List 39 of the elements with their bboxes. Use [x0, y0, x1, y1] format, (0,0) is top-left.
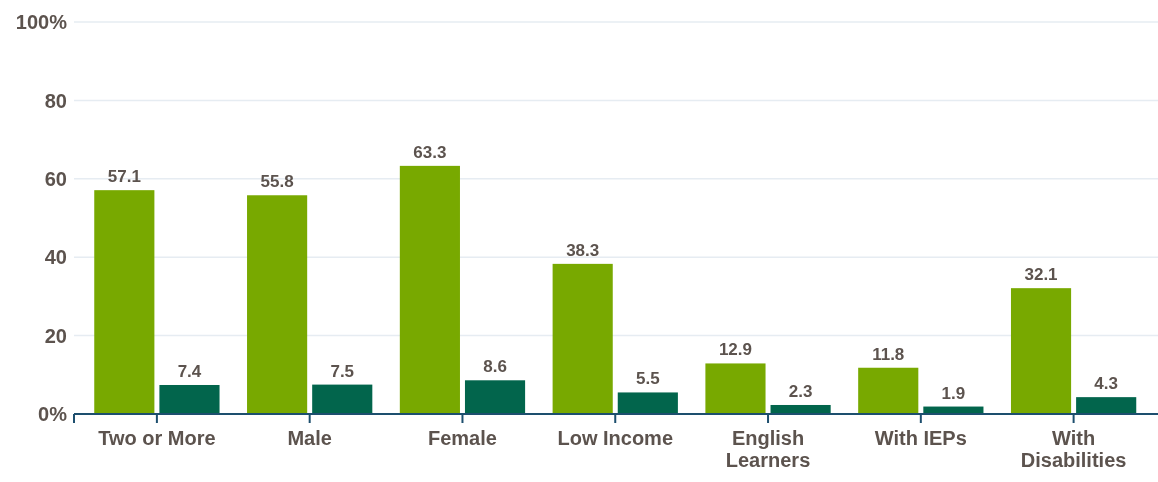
bar: [94, 190, 155, 414]
x-tick-label: With Disabilities: [1020, 427, 1127, 471]
y-tick-label: 60: [44, 168, 67, 190]
y-tick-label: 0%: [38, 403, 68, 426]
data-label: 55.8: [260, 172, 294, 192]
bar: [1010, 288, 1072, 414]
data-label: 7.4: [177, 361, 202, 381]
y-tick-label: 20: [44, 324, 67, 347]
data-label: 38.3: [566, 240, 600, 260]
bar: [312, 384, 373, 414]
x-tick-label: Male: [287, 427, 332, 449]
y-tick-label: 100%: [15, 11, 68, 34]
bar: [552, 263, 613, 414]
bar: [159, 384, 220, 414]
data-label: 5.5: [636, 369, 660, 389]
data-label: 12.9: [718, 340, 753, 360]
data-label: 1.9: [941, 383, 966, 403]
x-tick-label: English Learners: [725, 427, 811, 471]
data-label: 57.1: [107, 167, 141, 187]
bar: [247, 195, 308, 414]
x-tick-label: Two or More: [98, 427, 216, 449]
bar: [464, 380, 526, 414]
bar: [399, 165, 460, 414]
bar: [705, 363, 766, 414]
data-label: 2.3: [788, 381, 813, 401]
x-tick-label: Low Income: [557, 427, 674, 449]
y-tick-label: 80: [44, 89, 67, 112]
bar: [617, 392, 678, 414]
bar: [858, 367, 919, 414]
data-label: 8.6: [483, 357, 507, 377]
bar: [1076, 397, 1137, 414]
data-label: 7.5: [330, 361, 355, 381]
data-label: 63.3: [413, 142, 447, 162]
data-label: 4.3: [1094, 374, 1118, 394]
y-tick-label: 40: [44, 246, 67, 269]
data-label: 11.8: [872, 344, 905, 364]
x-tick-label: Female: [428, 427, 497, 449]
data-label: 32.1: [1024, 265, 1058, 285]
x-tick-label: With IEPs: [874, 427, 967, 449]
